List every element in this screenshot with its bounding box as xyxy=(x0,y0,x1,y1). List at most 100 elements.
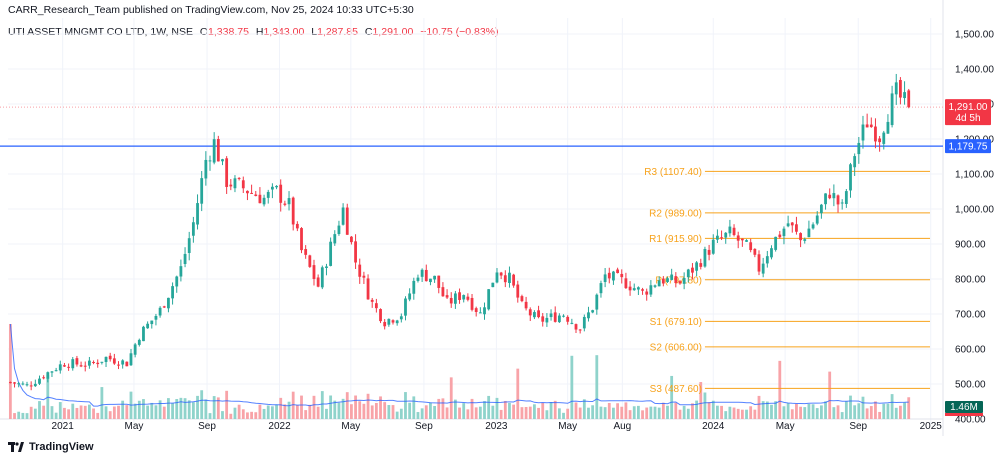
candle-body xyxy=(50,371,54,373)
candle-body xyxy=(325,266,328,268)
candle-body xyxy=(63,365,66,367)
volume-bar xyxy=(599,406,603,419)
candle-body xyxy=(304,249,308,255)
candle-body xyxy=(300,228,303,251)
volume-bar xyxy=(8,324,12,419)
candle-body xyxy=(666,278,669,282)
candle-body xyxy=(641,289,644,291)
time-tick-label: 2024 xyxy=(702,421,725,432)
volume-bar xyxy=(907,397,911,419)
candle-body xyxy=(225,158,229,187)
candle-body xyxy=(250,192,254,194)
volume-bar xyxy=(433,406,436,419)
candle-body xyxy=(337,225,341,234)
volume-bar xyxy=(391,405,395,419)
candle-body xyxy=(732,227,736,236)
volume-bar xyxy=(503,400,507,419)
candle-body xyxy=(716,235,719,240)
volume-bar xyxy=(350,404,353,419)
candle-body xyxy=(79,365,83,367)
candle-body xyxy=(291,197,295,225)
candle-body xyxy=(624,278,628,289)
candle-body xyxy=(408,293,412,300)
volume-bar xyxy=(325,408,328,419)
volume-bar xyxy=(54,412,58,419)
volume-bar xyxy=(287,401,291,419)
volume-bar xyxy=(557,408,561,419)
candle-body xyxy=(562,315,565,317)
candle-body xyxy=(46,372,50,379)
volume-bar xyxy=(649,406,653,419)
high-value: 1,343.00 xyxy=(263,26,305,38)
volume-bar xyxy=(666,405,669,419)
candle-body xyxy=(470,297,474,310)
change-value: −10.75 (−0.83%) xyxy=(420,26,499,38)
volume-bar xyxy=(745,409,748,419)
volume-bar xyxy=(483,401,486,419)
volume-bar xyxy=(408,402,412,419)
candle-body xyxy=(819,204,823,214)
volume-bar xyxy=(42,405,46,419)
candle-body xyxy=(112,358,116,364)
candle-body xyxy=(703,248,707,267)
volume-bar xyxy=(225,390,229,419)
volume-bar xyxy=(445,407,449,419)
volume-bar xyxy=(533,404,536,419)
time-tick-label: 2021 xyxy=(52,421,75,432)
candle-body xyxy=(541,316,545,322)
volume-bar xyxy=(25,413,29,419)
candlesticks[interactable] xyxy=(8,73,911,391)
volume-bar xyxy=(832,407,836,419)
low-label: L xyxy=(311,26,318,38)
volume-bar xyxy=(229,413,233,419)
volume-bar xyxy=(695,400,699,419)
candle-body xyxy=(711,239,715,254)
candle-body xyxy=(483,307,486,315)
volume-bar xyxy=(329,395,333,419)
candle-body xyxy=(545,317,549,323)
candle-body xyxy=(782,228,786,237)
candle-body xyxy=(121,360,125,365)
candle-body xyxy=(21,383,25,385)
time-axis[interactable]: 2021 May Sep 2022 May Sep 2023 May Aug 2024 May Sep… xyxy=(52,421,943,432)
volume-bar xyxy=(38,401,41,419)
volume-bar xyxy=(632,406,636,419)
time-tick-label: May xyxy=(776,421,795,432)
volume-bar xyxy=(266,405,270,419)
candle-body xyxy=(653,285,657,287)
candle-body xyxy=(595,294,599,310)
time-tick-label: Sep xyxy=(415,421,433,432)
volume-bar xyxy=(158,400,162,419)
candle-body xyxy=(424,269,428,282)
volume-bar xyxy=(399,408,403,419)
candle-body xyxy=(765,256,769,264)
volume-bar xyxy=(71,403,75,419)
volume-bar xyxy=(216,397,220,419)
candle-body xyxy=(803,239,807,241)
volume-bar xyxy=(374,403,378,419)
candle-body xyxy=(387,318,391,325)
volume-bar xyxy=(570,355,574,419)
candle-body xyxy=(865,124,869,128)
volume-bar xyxy=(803,407,807,419)
volume-bar xyxy=(549,402,553,419)
pivot-label-s3: S3 (487.60) xyxy=(650,384,702,395)
tradingview-logo[interactable]: TradingView xyxy=(8,441,94,453)
volume-bar xyxy=(516,368,520,419)
volume-bar xyxy=(757,395,761,419)
time-tick-label: May xyxy=(125,421,144,432)
volume-bar xyxy=(395,411,399,419)
price-axis[interactable]: 400.00 500.00 600.00 700.00 800.00 900.00 1,00… xyxy=(955,30,994,426)
candle-body xyxy=(849,164,852,191)
volume-bar xyxy=(233,407,237,419)
volume-bar xyxy=(150,402,154,419)
volume-bar xyxy=(283,404,287,419)
volume-bar xyxy=(761,401,765,419)
candle-body xyxy=(158,307,162,316)
volume-bar xyxy=(250,411,254,419)
volume-bar xyxy=(811,404,815,419)
volume-bar xyxy=(603,407,607,419)
volume-bar xyxy=(716,405,719,419)
candle-body xyxy=(146,323,150,329)
